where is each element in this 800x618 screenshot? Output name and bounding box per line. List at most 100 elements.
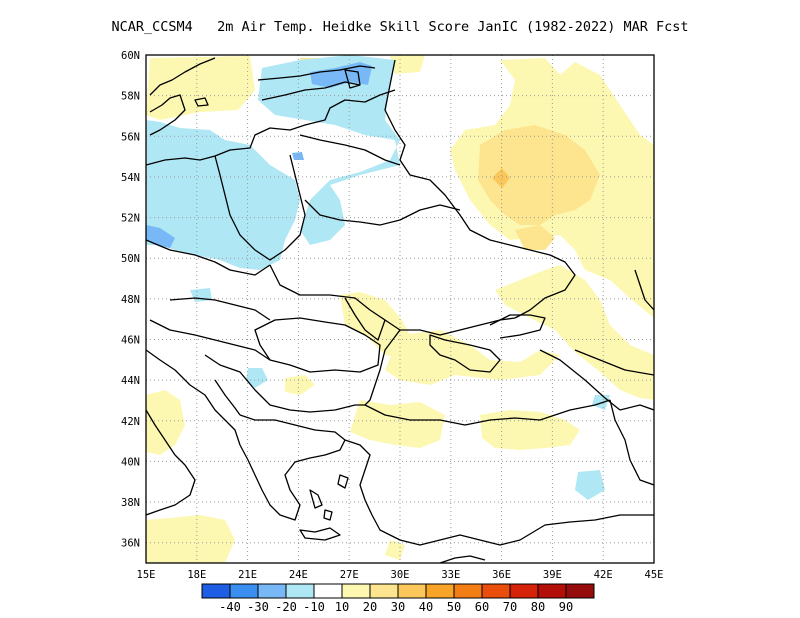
lon-label: 27E [340, 569, 359, 581]
lat-label: 40N [121, 456, 140, 468]
lat-label: 38N [121, 497, 140, 509]
coastline [364, 329, 401, 406]
lat-label: 60N [121, 50, 140, 62]
lon-labels: 15E 18E 21E 24E 27E 30E 33E 36E 39E 42E … [137, 569, 664, 581]
colorbar: -40 -30 -20 -10 10 20 30 40 50 60 70 80 … [201, 583, 595, 614]
colorbar-cell [313, 583, 343, 599]
border [609, 399, 654, 486]
shade-region [390, 55, 425, 74]
lon-label: 30E [391, 569, 410, 581]
colorbar-cell [257, 583, 287, 599]
title-model: NCAR_CCSM4 [111, 19, 193, 35]
coastline [146, 89, 396, 166]
island [309, 489, 323, 509]
lake [344, 69, 361, 89]
coastline [429, 334, 501, 373]
shade-region [146, 56, 255, 120]
shade-region [246, 368, 268, 388]
lat-label: 44N [121, 375, 140, 387]
mid-blue-regions [146, 62, 372, 248]
colorbar-label: 60 [475, 600, 489, 614]
border [239, 414, 346, 441]
coastline [634, 269, 654, 311]
coastline [364, 399, 611, 426]
border [254, 317, 381, 373]
colorbar-cell [425, 583, 455, 599]
shade-region [385, 330, 560, 385]
grid-lines [146, 55, 654, 563]
colorbar-cell [481, 583, 511, 599]
colorbar-label: -30 [247, 600, 269, 614]
colorbar-cell [397, 583, 427, 599]
lat-label: 42N [121, 416, 140, 428]
lat-label: 52N [121, 213, 140, 225]
colorbar-label: 80 [531, 600, 545, 614]
colorbar-label: -20 [275, 600, 297, 614]
colorbar-label: 30 [391, 600, 405, 614]
lon-label: 21E [238, 569, 257, 581]
colorbar-cells [201, 583, 595, 599]
shade-region [146, 390, 185, 455]
border [269, 264, 516, 336]
orange-regions [492, 168, 510, 188]
colorbar-label: -40 [219, 600, 241, 614]
border [204, 354, 365, 413]
colorbar-label: 50 [447, 600, 461, 614]
chart-title: NCAR_CCSM4 2m Air Temp. Heidke Skill Sco… [0, 19, 800, 35]
coastline [146, 409, 196, 516]
colorbar-cell [565, 583, 595, 599]
border [304, 199, 461, 226]
lon-label: 39E [543, 569, 562, 581]
shade-region [515, 225, 555, 250]
island [299, 527, 341, 541]
lat-label: 48N [121, 294, 140, 306]
lon-label: 42E [594, 569, 613, 581]
lon-label: 15E [137, 569, 156, 581]
island [323, 509, 333, 521]
lon-label: 36E [492, 569, 511, 581]
border [344, 297, 386, 341]
lon-label: 45E [645, 569, 664, 581]
shade-region [340, 292, 415, 358]
lat-labels: 60N 58N 56N 54N 52N 50N 48N 46N 44N 42N … [121, 50, 140, 550]
lon-label: 33E [441, 569, 460, 581]
colorbar-cell [537, 583, 567, 599]
colorbar-cell [369, 583, 399, 599]
border [384, 59, 576, 319]
border [149, 297, 271, 361]
shade-region [480, 410, 580, 450]
shade-region [146, 225, 175, 248]
title-description: 2m Air Temp. Heidke Skill Score JanIC (1… [217, 19, 689, 35]
map-frame [145, 54, 655, 564]
lon-label: 24E [289, 569, 308, 581]
shade-region [146, 515, 235, 563]
colorbar-cell [341, 583, 371, 599]
shade-region [350, 400, 445, 448]
lat-label: 54N [121, 172, 140, 184]
lake [194, 97, 209, 107]
colorbar-label: -10 [303, 600, 325, 614]
colorbar-cell [201, 583, 231, 599]
lat-label: 56N [121, 131, 140, 143]
coastline [149, 57, 216, 136]
coastline [146, 349, 241, 446]
shade-region [478, 125, 600, 225]
border [214, 379, 241, 416]
border [299, 134, 401, 166]
shade-region [575, 470, 605, 500]
colorbar-cell [285, 583, 315, 599]
colorbar-label: 70 [503, 600, 517, 614]
colorbar-label: 10 [335, 600, 349, 614]
lat-label: 58N [121, 91, 140, 103]
border [146, 239, 271, 276]
lat-label: 46N [121, 335, 140, 347]
coastlines-borders [146, 57, 654, 563]
lat-label: 36N [121, 538, 140, 550]
colorbar-label: 20 [363, 600, 377, 614]
colorbar-label: 90 [559, 600, 573, 614]
colorbar-cell [229, 583, 259, 599]
border [574, 349, 654, 411]
coastline [239, 439, 346, 521]
coastline [261, 81, 361, 101]
